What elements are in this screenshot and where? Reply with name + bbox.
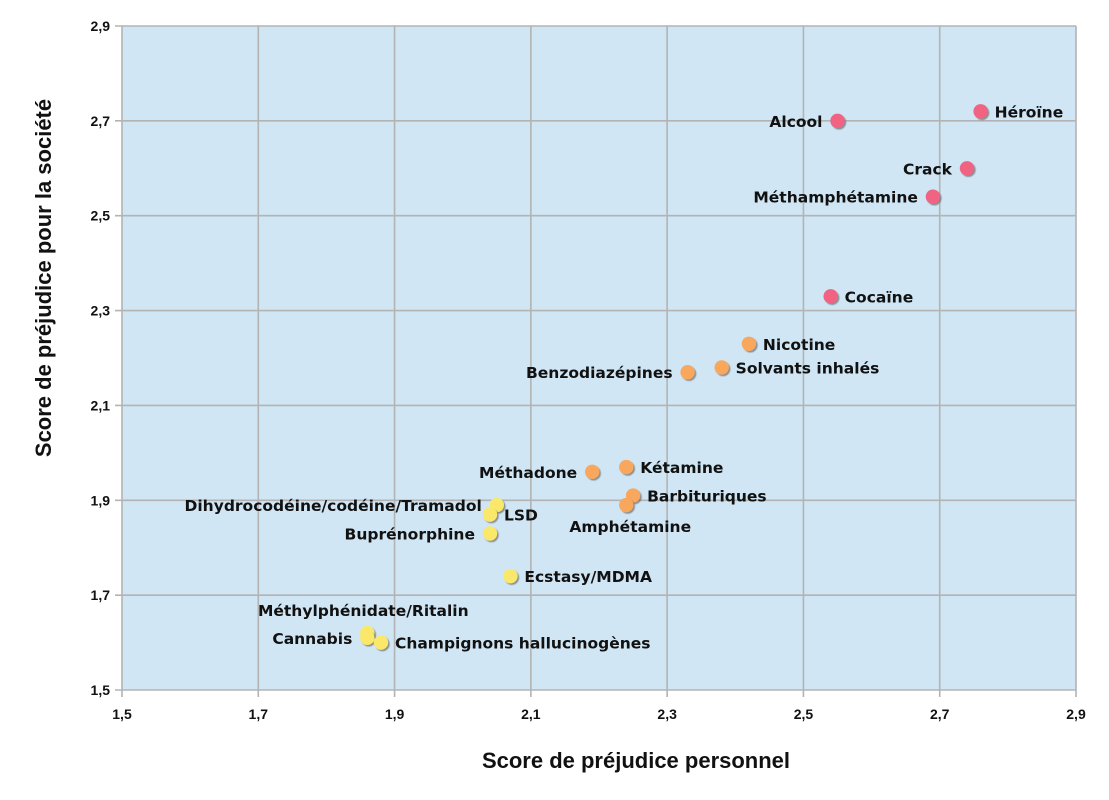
point-label: Cocaïne	[845, 288, 914, 306]
point-label: Dihydrocodéine/codéine/Tramadol	[185, 497, 482, 515]
x-tick-label: 2,5	[794, 706, 814, 722]
point-label: Benzodiazépines	[526, 364, 673, 382]
y-tick-label: 1,5	[91, 682, 111, 698]
data-point	[714, 360, 729, 375]
point-label: Crack	[903, 160, 953, 178]
data-point	[360, 630, 375, 646]
data-point	[973, 104, 988, 119]
point-label: Nicotine	[763, 336, 835, 354]
point-label: Héroïne	[995, 103, 1064, 121]
data-point	[959, 161, 975, 176]
y-tick-label: 2,9	[91, 18, 111, 34]
data-point	[482, 526, 498, 541]
y-tick-label: 1,7	[91, 587, 111, 603]
x-tick-label: 2,7	[930, 706, 950, 722]
x-tick-label: 2,1	[521, 706, 541, 722]
data-point	[373, 635, 389, 650]
y-tick-label: 2,1	[91, 397, 111, 413]
data-point	[823, 289, 838, 304]
point-labels: Héroïne Alcool Crack Méthamphétamine Cocaïne…	[185, 103, 1064, 652]
data-point	[619, 459, 634, 475]
data-point	[741, 336, 757, 351]
y-tick-label: 2,3	[91, 303, 111, 319]
data-point	[584, 464, 600, 480]
x-tick-label: 2,3	[657, 706, 677, 722]
x-axis-title: Score de préjudice personnel	[482, 748, 790, 773]
point-label: Ecstasy/MDMA	[524, 568, 652, 586]
point-label: Méthamphétamine	[753, 189, 918, 207]
data-point	[830, 113, 845, 129]
y-tick-label: 1,9	[91, 492, 111, 508]
x-tick-label: 1,5	[112, 706, 132, 722]
data-point	[619, 497, 634, 513]
x-tick-label: 1,7	[249, 706, 269, 722]
point-label: Buprénorphine	[345, 525, 475, 543]
point-label: Méthadone	[479, 464, 577, 482]
x-tick-label: 1,9	[385, 706, 405, 722]
y-axis-ticks: 1,5 1,7 1,9 2,1 2,3 2,5 2,7 2,9	[91, 18, 111, 698]
point-label: Méthylphénidate/Ritalin	[258, 602, 469, 620]
data-points	[360, 104, 988, 650]
y-axis-title: Score de préjudice pour la société	[31, 99, 56, 457]
point-label: Kétamine	[640, 459, 723, 477]
point-label: Alcool	[769, 113, 822, 131]
data-point	[482, 507, 498, 522]
y-tick-label: 2,7	[91, 113, 111, 129]
data-point	[680, 365, 695, 380]
point-label: Solvants inhalés	[736, 359, 880, 377]
gridlines	[115, 25, 1077, 697]
plot-area	[122, 26, 1076, 690]
point-label: Cannabis	[272, 630, 352, 648]
point-label: Barbituriques	[647, 488, 767, 506]
point-label: Champignons hallucinogènes	[395, 635, 651, 653]
data-point	[503, 568, 518, 584]
point-label: LSD	[504, 507, 538, 525]
x-axis-ticks: 1,5 1,7 1,9 2,1 2,3 2,5 2,7 2,9	[112, 706, 1086, 722]
x-tick-label: 2,9	[1066, 706, 1086, 722]
point-label: Amphétamine	[569, 518, 691, 536]
y-tick-label: 2,5	[91, 208, 111, 224]
data-point	[925, 189, 941, 204]
